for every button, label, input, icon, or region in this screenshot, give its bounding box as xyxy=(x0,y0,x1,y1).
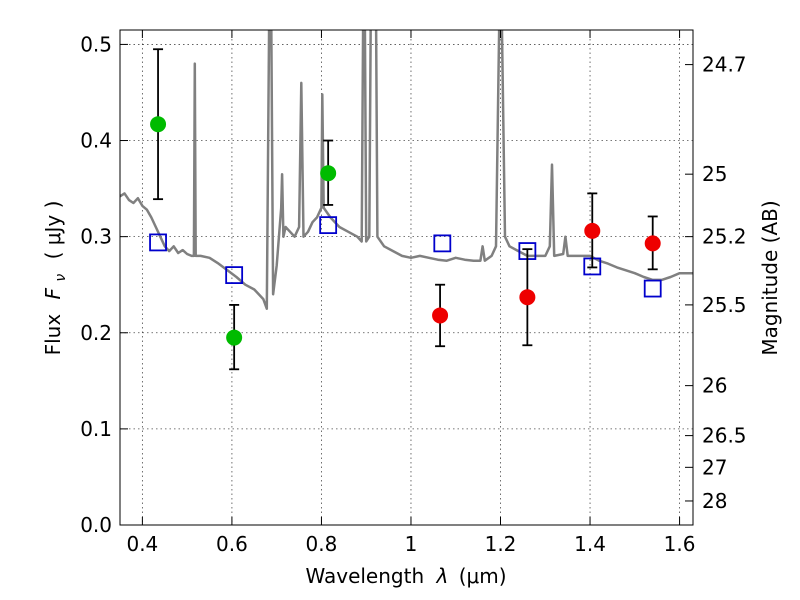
observed-point xyxy=(644,235,661,252)
y2-axis-label: Magnitude (AB) xyxy=(758,200,782,355)
observed-point xyxy=(519,289,536,306)
ticks: 0.4 0.6 0.8 1 1.2 1.4 1.6 0.0 0.1 0.2 0.3 0.4 0.5 24.… xyxy=(80,30,747,556)
markers xyxy=(149,48,662,371)
y-tick-label: 0.1 xyxy=(80,417,112,441)
observed-point xyxy=(226,329,243,346)
x-tick-label: 0.4 xyxy=(126,532,158,556)
x-axis-label: Wavelength λ (μm) xyxy=(305,564,506,588)
observed-point xyxy=(432,307,449,324)
observed-point xyxy=(584,222,601,239)
x-tick-label: 1.2 xyxy=(485,532,517,556)
model-photometry-square xyxy=(225,266,244,284)
model-photometry-square xyxy=(319,216,338,235)
x-tick-label: 0.8 xyxy=(306,532,338,556)
y-tick-label: 0.4 xyxy=(80,129,112,153)
y2-tick-label: 26.5 xyxy=(702,424,747,448)
y-axis-label: Flux F ν ( μJy ) xyxy=(41,201,70,356)
y-tick-label: 0.3 xyxy=(80,225,112,249)
observed-point xyxy=(150,116,167,133)
model-photometry-square xyxy=(149,233,167,252)
y2-tick-label: 24.7 xyxy=(702,53,747,77)
y-tick-label: 0.5 xyxy=(80,32,112,56)
y-tick-label: 0.2 xyxy=(80,321,112,345)
observed-point xyxy=(320,165,337,182)
y2-tick-label: 25.2 xyxy=(702,225,747,249)
x-tick-label: 1 xyxy=(405,532,418,556)
model-photometry-square xyxy=(643,279,662,298)
y2-tick-label: 27 xyxy=(702,455,727,479)
plot-area xyxy=(120,30,693,310)
x-tick-label: 0.6 xyxy=(216,532,248,556)
y-tick-label: 0.0 xyxy=(80,513,112,537)
y2-tick-label: 28 xyxy=(702,489,727,513)
plot-frame xyxy=(119,29,694,526)
x-tick-label: 1.4 xyxy=(574,532,606,556)
spectrum-line xyxy=(120,30,693,310)
y2-tick-label: 26 xyxy=(702,374,727,398)
y2-tick-label: 25 xyxy=(702,162,727,186)
y2-tick-label: 25.5 xyxy=(702,293,747,317)
model-photometry-square xyxy=(433,234,452,253)
x-tick-label: 1.6 xyxy=(664,532,696,556)
